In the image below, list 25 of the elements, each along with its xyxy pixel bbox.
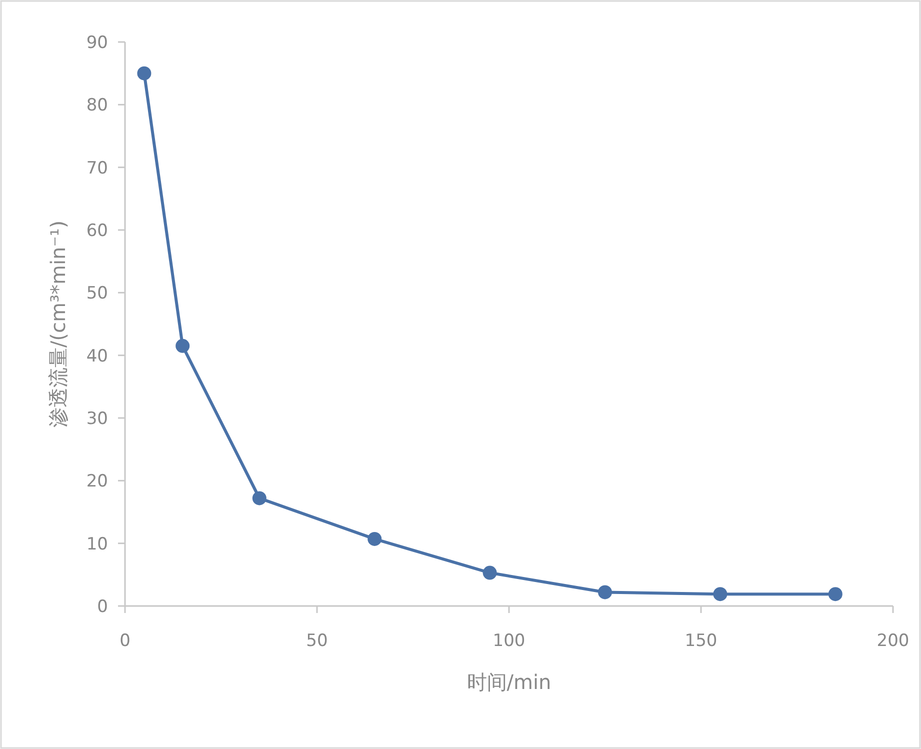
y-tick-label: 90: [86, 33, 108, 53]
x-tick-label: 150: [684, 631, 718, 651]
point: [598, 585, 612, 600]
y-tick-label: 0: [97, 597, 108, 617]
y-tick-label: 10: [86, 534, 108, 554]
y-tick-label: 50: [86, 284, 108, 304]
point: [176, 338, 190, 353]
point: [368, 532, 382, 546]
point: [252, 491, 266, 506]
y-tick-label: 40: [86, 346, 108, 366]
x-tick-label: 200: [876, 631, 910, 651]
x-tick-label: 50: [306, 631, 328, 651]
y-axis-title: 渗透流量/(cm³*min⁻¹): [46, 220, 70, 428]
x-tick-label: 0: [120, 631, 130, 651]
x-tick-label: 100: [492, 631, 526, 651]
y-tick-label: 80: [86, 96, 108, 116]
point: [713, 587, 728, 602]
point: [482, 566, 497, 580]
point: [137, 66, 152, 80]
y-tick-label: 20: [86, 472, 108, 492]
y-tick-label: 70: [86, 158, 108, 178]
x-axis-title: 时间/min: [466, 670, 552, 694]
y-tick-label: 30: [86, 409, 108, 429]
y-tick-label: 60: [86, 221, 108, 241]
point: [828, 587, 842, 602]
